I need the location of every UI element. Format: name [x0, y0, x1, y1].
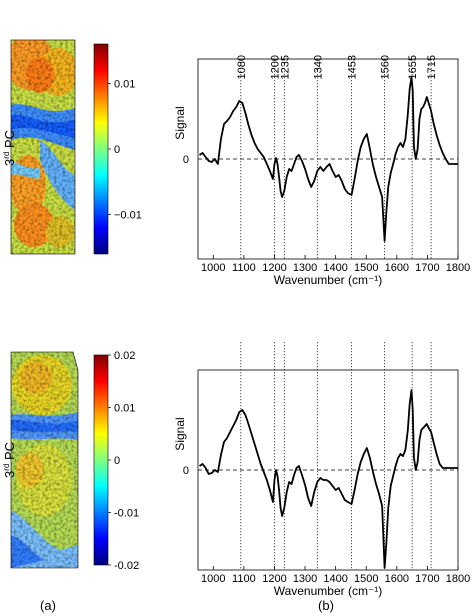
x-tick-label: 1300	[293, 573, 317, 585]
colorbar-tick-label: −0.01	[114, 210, 142, 222]
x-tick-label: 1100	[232, 262, 256, 274]
y-axis-label: Signal	[173, 106, 187, 139]
spectrum-chart-2: 0 1000 1100 1200 1300 1400 1500 1600 1700 1800 Wav…	[173, 342, 470, 598]
pc-map-1: 3rd PC	[2, 39, 76, 255]
y-zero-label: 0	[183, 465, 189, 477]
colorbar-2-bar	[93, 354, 109, 566]
spectrum-line	[199, 389, 458, 569]
x-tick-label: 1000	[201, 573, 225, 585]
x-tick-label: 1200	[262, 573, 286, 585]
band-annotation-label: 1560	[380, 55, 392, 79]
x-tick-label: 1800	[446, 262, 470, 274]
band-annotation-label: 1655	[407, 55, 419, 79]
pc-map-2: 3rd PC	[2, 351, 79, 569]
x-tick-label: 1600	[385, 262, 409, 274]
x-axis-label: Wavenumber (cm⁻¹)	[274, 584, 383, 598]
pc-map-1-image	[11, 40, 75, 254]
pc-label-1: 3rd PC	[2, 130, 17, 166]
colorbar-tick-label: 0.02	[114, 350, 135, 362]
x-axis-label: Wavenumber (cm⁻¹)	[274, 273, 383, 287]
spectrum-line	[199, 76, 458, 242]
x-tick-label: 1700	[415, 573, 439, 585]
panel-label-b: (b)	[318, 598, 334, 613]
colorbar-tick-label: 0	[114, 455, 120, 467]
colorbar-tick-label: -0.02	[114, 560, 139, 572]
colorbar-tick-label: -0.01	[114, 508, 139, 520]
x-tick-label: 1200	[262, 262, 286, 274]
colorbar-1: 0.01 0 −0.01	[93, 43, 142, 255]
x-tick-label: 1100	[232, 573, 256, 585]
band-annotation-label: 1453	[347, 55, 359, 79]
x-tick-label: 1300	[293, 262, 317, 274]
band-annotation-label: 1080	[236, 55, 248, 79]
x-tick-label: 1400	[323, 573, 347, 585]
band-annotation-label: 1200	[269, 55, 281, 79]
colorbar-2: 0.02 0.01 0 -0.01 -0.02	[93, 350, 139, 572]
x-tick-label: 1400	[323, 262, 347, 274]
colorbar-tick-label: 0	[114, 144, 120, 156]
x-tick-label: 1700	[415, 262, 439, 274]
band-annotation-label: 1235	[279, 55, 291, 79]
band-annotation-label: 1340	[312, 55, 324, 79]
panel-label-a: (a)	[40, 598, 56, 613]
colorbar-tick-label: 0.01	[114, 403, 135, 415]
colorbar-1-bar	[93, 43, 109, 255]
pc-map-2-image	[11, 352, 78, 568]
x-tick-label: 1500	[354, 573, 378, 585]
spectrum-chart-1: 0 1000 1100 1200 1300 1400 1500 1600 1700 1800 Wav…	[173, 55, 470, 287]
colorbar-tick-label: 0.01	[114, 78, 135, 90]
x-tick-label: 1000	[201, 262, 225, 274]
colorbar-1-ticks: 0.01 0 −0.01	[108, 78, 142, 222]
x-tick-label: 1800	[446, 573, 470, 585]
x-tick-label: 1500	[354, 262, 378, 274]
y-zero-label: 0	[183, 154, 189, 166]
y-axis-label: Signal	[173, 417, 187, 450]
colorbar-2-ticks: 0.02 0.01 0 -0.01 -0.02	[108, 350, 139, 572]
band-annotation-label: 1715	[426, 55, 438, 79]
x-tick-label: 1600	[385, 573, 409, 585]
pc-label-2: 3rd PC	[2, 442, 17, 478]
